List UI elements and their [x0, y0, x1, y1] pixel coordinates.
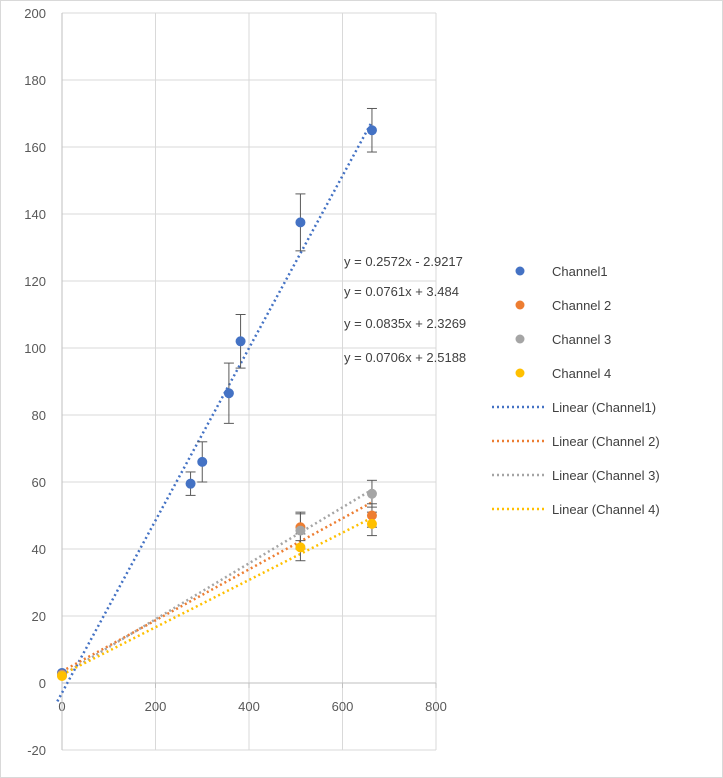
axes: -200204060801001201401601802000200400600… — [24, 6, 447, 758]
legend-label: Channel1 — [552, 264, 608, 279]
legend-label: Linear (Channel 3) — [552, 468, 660, 483]
data-point-series-1 — [197, 456, 208, 467]
data-point-series-4 — [366, 518, 377, 529]
legend-label: Linear (Channel 2) — [552, 434, 660, 449]
data-point-series-4 — [295, 542, 306, 553]
y-tick-label: 0 — [39, 676, 46, 691]
trend-equation: y = 0.0761x + 3.484 — [344, 284, 459, 299]
trendline-4 — [61, 516, 373, 676]
data-point-series-2 — [366, 510, 377, 521]
y-tick-label: 20 — [32, 609, 46, 624]
y-tick-label: -20 — [27, 743, 46, 758]
data-point-series-4 — [57, 670, 67, 681]
x-tick-label: 400 — [238, 699, 260, 714]
legend-marker — [515, 266, 525, 276]
data-points — [57, 125, 377, 681]
y-tick-label: 100 — [24, 341, 46, 356]
trend-equation: y = 0.0835x + 2.3269 — [344, 316, 466, 331]
y-tick-label: 60 — [32, 475, 46, 490]
x-tick-label: 600 — [332, 699, 354, 714]
trend-equation: y = 0.0706x + 2.5188 — [344, 350, 466, 365]
data-point-series-1 — [235, 336, 246, 347]
trendlines — [56, 120, 374, 703]
legend: Channel1 Channel 2 Channel 3 Channel 4 Linea… — [492, 264, 660, 517]
trendline-1 — [56, 120, 374, 703]
y-tick-label: 180 — [24, 73, 46, 88]
legend-label: Channel 2 — [552, 298, 611, 313]
legend-marker — [515, 300, 525, 310]
y-tick-label: 160 — [24, 140, 46, 155]
trend-equations: y = 0.2572x - 2.9217 y = 0.0761x + 3.484 y… — [344, 254, 466, 365]
x-tick-label: 200 — [145, 699, 167, 714]
y-tick-label: 80 — [32, 408, 46, 423]
data-point-series-3 — [366, 488, 377, 499]
y-tick-label: 40 — [32, 542, 46, 557]
legend-label: Linear (Channel 4) — [552, 502, 660, 517]
grid-lines — [62, 12, 437, 751]
error-bars — [185, 107, 377, 562]
y-tick-label: 120 — [24, 274, 46, 289]
trendline-2 — [61, 501, 373, 673]
legend-marker — [515, 368, 525, 378]
x-tick-label: 800 — [425, 699, 447, 714]
legend-label: Channel 4 — [552, 366, 611, 381]
legend-label: Linear (Channel1) — [552, 400, 656, 415]
data-point-series-3 — [295, 525, 306, 536]
legend-marker — [515, 334, 525, 344]
data-point-series-1 — [366, 125, 377, 136]
data-point-series-1 — [295, 217, 306, 228]
y-tick-label: 200 — [24, 6, 46, 21]
trendline-3 — [61, 488, 373, 677]
y-tick-label: 140 — [24, 207, 46, 222]
trend-equation: y = 0.2572x - 2.9217 — [344, 254, 463, 269]
legend-label: Channel 3 — [552, 332, 611, 347]
data-point-series-1 — [185, 478, 196, 489]
data-point-series-1 — [223, 388, 234, 399]
